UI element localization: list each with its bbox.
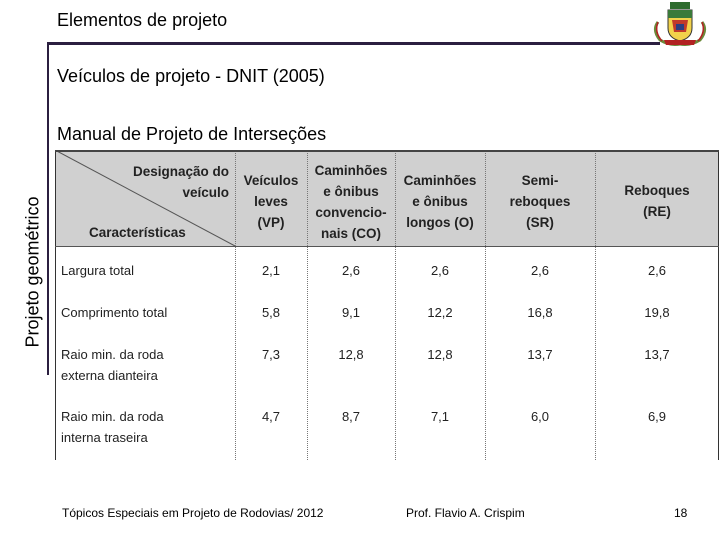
column-divider xyxy=(235,150,236,460)
table-cell: 16,8 xyxy=(527,305,553,320)
header-divider xyxy=(47,42,660,45)
row-label-comprimento: Comprimento total xyxy=(61,305,168,320)
row-label-largura: Largura total xyxy=(61,263,134,278)
column-header-re: Reboques (RE) xyxy=(624,183,690,219)
table-top-border xyxy=(55,150,719,152)
table-cell: 13,7 xyxy=(644,347,670,362)
table-cell: 2,6 xyxy=(647,263,667,278)
vehicle-table: Designação do veículo Características Ve… xyxy=(55,150,719,460)
corner-top-line2: veículo xyxy=(182,185,229,200)
table-cell: 7,3 xyxy=(261,347,281,362)
table-cell: 5,8 xyxy=(261,305,281,320)
footer-author: Prof. Flavio A. Crispim xyxy=(406,506,525,520)
column-divider xyxy=(485,150,486,460)
column-header-o: Caminhões e ônibus longos (O) xyxy=(403,173,477,230)
column-divider xyxy=(395,150,396,460)
table-cell: 12,2 xyxy=(427,305,453,320)
table-cell: 13,7 xyxy=(527,347,553,362)
table-cell: 7,1 xyxy=(430,409,450,424)
column-header-vp: Veículos leves (VP) xyxy=(243,173,299,230)
table-cell: 2,1 xyxy=(261,263,281,278)
table-header-background xyxy=(55,150,719,246)
table-cell: 12,8 xyxy=(338,347,364,362)
slide-subtitle: Veículos de projeto - DNIT (2005) xyxy=(57,66,325,86)
table-cell: 4,7 xyxy=(261,409,281,424)
table-border-right xyxy=(718,150,719,460)
column-divider xyxy=(595,150,596,460)
table-border-left xyxy=(55,150,56,460)
corner-diagonal xyxy=(55,150,235,246)
side-bar xyxy=(47,45,49,375)
footer-course: Tópicos Especiais em Projeto de Rodovias… xyxy=(62,506,324,520)
row-label-raio-interna: Raio min. da roda interna traseira xyxy=(61,409,164,445)
table-cell: 12,8 xyxy=(427,347,453,362)
row-label-raio-externa: Raio min. da roda externa dianteira xyxy=(61,347,164,383)
table-cell: 19,8 xyxy=(644,305,670,320)
sidebar-label: Projeto geométrico xyxy=(22,196,43,348)
corner-top-line1: Designação do xyxy=(132,164,229,179)
column-header-sr: Semi- reboques (SR) xyxy=(509,173,571,230)
table-cell: 9,1 xyxy=(341,305,361,320)
table-cell: 6,9 xyxy=(647,409,667,424)
table-cell: 6,0 xyxy=(530,409,550,424)
table-cell: 8,7 xyxy=(341,409,361,424)
column-divider xyxy=(307,150,308,460)
table-cell: 2,6 xyxy=(530,263,550,278)
slide-title: Elementos de projeto xyxy=(57,10,228,30)
table-cell: 2,6 xyxy=(430,263,450,278)
header-bottom-border xyxy=(55,246,719,247)
column-header-co: Caminhões e ônibus convencio- nais (CO) xyxy=(314,163,388,241)
university-crest-logo xyxy=(653,2,707,46)
footer-page-number: 18 xyxy=(674,506,688,520)
table-cell: 2,6 xyxy=(341,263,361,278)
manual-title: Manual de Projeto de Interseções xyxy=(57,124,327,144)
corner-bottom-label: Características xyxy=(89,225,186,240)
